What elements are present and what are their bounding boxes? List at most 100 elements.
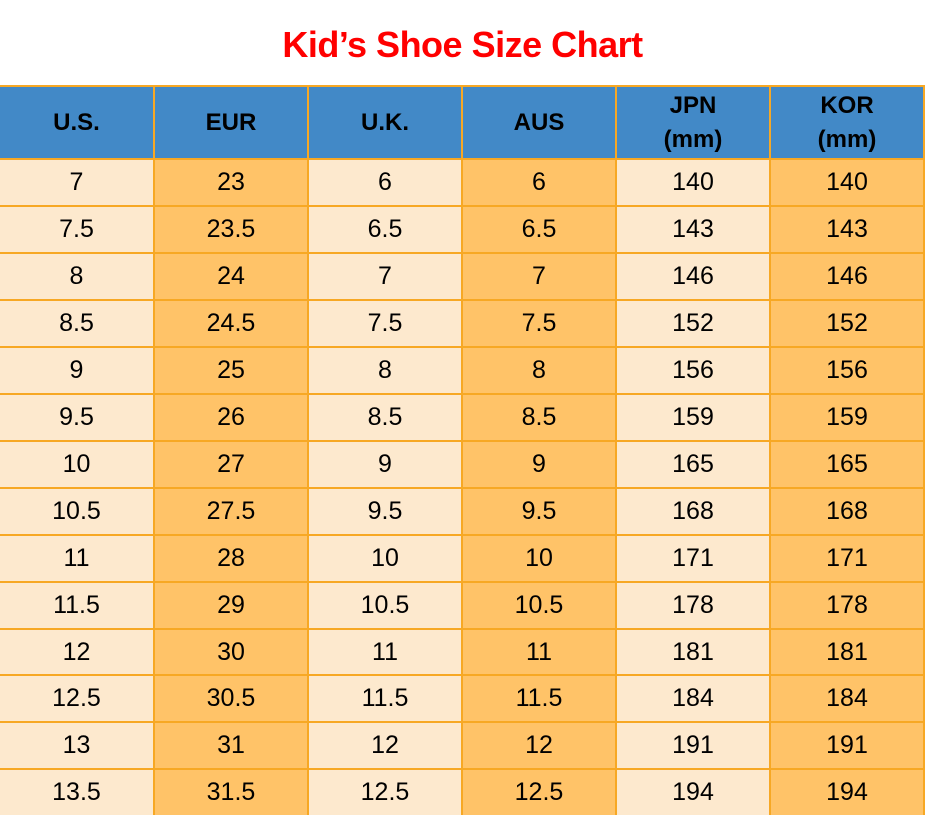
table-cell-u-s: 12.5: [0, 674, 155, 724]
table-row: 7 23 6 6 140 140: [0, 158, 925, 207]
table-body: 7 23 6 6 140 140 7.5 23.5 6.5 6.5 143 143 8 24 7 7 146 14…: [0, 158, 925, 815]
table-cell-kor-mm: 165: [769, 439, 925, 489]
table-cell-jpn-mm: 165: [615, 439, 771, 489]
table-cell-u-k: 10.5: [307, 580, 463, 630]
table-cell-kor-mm: 156: [769, 345, 925, 395]
table-cell-eur: 31.5: [153, 768, 309, 815]
table-row: 7.5 23.5 6.5 6.5 143 143: [0, 204, 925, 254]
shoe-size-table: U.S. EUR U.K. AUS JPN (mm) KOR (mm) 7 23 6 6 140 1…: [0, 85, 925, 815]
table-cell-u-k: 7.5: [307, 298, 463, 348]
table-cell-jpn-mm: 146: [615, 251, 771, 301]
table-cell-kor-mm: 184: [769, 674, 925, 724]
page-title: Kid’s Shoe Size Chart: [282, 23, 643, 65]
table-cell-aus: 10.5: [461, 580, 617, 630]
table-cell-aus: 9.5: [461, 486, 617, 536]
table-cell-eur: 29: [153, 580, 309, 630]
table-cell-eur: 28: [153, 533, 309, 583]
table-cell-u-s: 10.5: [0, 486, 155, 536]
table-cell-eur: 31: [153, 721, 309, 771]
table-cell-aus: 10: [461, 533, 617, 583]
table-cell-kor-mm: 152: [769, 298, 925, 348]
table-cell-eur: 23: [153, 158, 309, 207]
table-cell-u-k: 11.5: [307, 674, 463, 724]
table-header: U.S. EUR U.K. AUS JPN (mm) KOR (mm): [0, 85, 925, 160]
table-row: 9 25 8 8 156 156: [0, 345, 925, 395]
table-cell-u-s: 13.5: [0, 768, 155, 815]
header-row: U.S. EUR U.K. AUS JPN (mm) KOR (mm): [0, 85, 925, 160]
table-cell-u-k: 7: [307, 251, 463, 301]
table-cell-jpn-mm: 178: [615, 580, 771, 630]
table-cell-u-s: 9.5: [0, 392, 155, 442]
table-row: 13 31 12 12 191 191: [0, 721, 925, 771]
table-cell-u-s: 8: [0, 251, 155, 301]
column-header-u-s: U.S.: [0, 85, 155, 160]
table-cell-aus: 11: [461, 627, 617, 677]
table-cell-kor-mm: 171: [769, 533, 925, 583]
table-cell-aus: 6: [461, 158, 617, 207]
table-cell-kor-mm: 159: [769, 392, 925, 442]
table-cell-kor-mm: 146: [769, 251, 925, 301]
table-cell-u-s: 12: [0, 627, 155, 677]
table-cell-u-s: 7: [0, 158, 155, 207]
table-cell-aus: 12: [461, 721, 617, 771]
table-row: 12 30 11 11 181 181: [0, 627, 925, 677]
table-cell-u-k: 8: [307, 345, 463, 395]
table-cell-eur: 26: [153, 392, 309, 442]
table-cell-u-s: 11.5: [0, 580, 155, 630]
table-cell-aus: 11.5: [461, 674, 617, 724]
table-cell-eur: 27.5: [153, 486, 309, 536]
table-cell-u-s: 10: [0, 439, 155, 489]
table-cell-u-k: 12.5: [307, 768, 463, 815]
table-cell-u-s: 13: [0, 721, 155, 771]
column-header-aus: AUS: [461, 85, 617, 160]
table-cell-kor-mm: 194: [769, 768, 925, 815]
table-cell-kor-mm: 143: [769, 204, 925, 254]
table-cell-u-s: 7.5: [0, 204, 155, 254]
table-cell-aus: 8.5: [461, 392, 617, 442]
table-cell-jpn-mm: 194: [615, 768, 771, 815]
table-cell-eur: 23.5: [153, 204, 309, 254]
column-header-jpn-mm: JPN (mm): [615, 85, 771, 160]
table-cell-u-k: 9: [307, 439, 463, 489]
table-cell-jpn-mm: 140: [615, 158, 771, 207]
table-row: 13.5 31.5 12.5 12.5 194 194: [0, 768, 925, 815]
table-cell-u-s: 9: [0, 345, 155, 395]
column-header-u-k: U.K.: [307, 85, 463, 160]
table-cell-eur: 27: [153, 439, 309, 489]
table-cell-aus: 12.5: [461, 768, 617, 815]
table-cell-aus: 7.5: [461, 298, 617, 348]
table-cell-kor-mm: 181: [769, 627, 925, 677]
title-bar: Kid’s Shoe Size Chart: [0, 0, 925, 85]
table-cell-kor-mm: 168: [769, 486, 925, 536]
table-cell-u-k: 8.5: [307, 392, 463, 442]
table-cell-u-k: 10: [307, 533, 463, 583]
table-cell-jpn-mm: 159: [615, 392, 771, 442]
table-cell-u-s: 11: [0, 533, 155, 583]
table-cell-jpn-mm: 156: [615, 345, 771, 395]
table-cell-jpn-mm: 181: [615, 627, 771, 677]
table-row: 12.5 30.5 11.5 11.5 184 184: [0, 674, 925, 724]
table-cell-eur: 30.5: [153, 674, 309, 724]
table-cell-aus: 8: [461, 345, 617, 395]
table-cell-aus: 9: [461, 439, 617, 489]
table-row: 9.5 26 8.5 8.5 159 159: [0, 392, 925, 442]
table-cell-eur: 30: [153, 627, 309, 677]
table-row: 10 27 9 9 165 165: [0, 439, 925, 489]
table-cell-kor-mm: 178: [769, 580, 925, 630]
table-cell-jpn-mm: 168: [615, 486, 771, 536]
table-cell-eur: 24.5: [153, 298, 309, 348]
table-row: 11 28 10 10 171 171: [0, 533, 925, 583]
table-cell-u-k: 9.5: [307, 486, 463, 536]
table-cell-jpn-mm: 184: [615, 674, 771, 724]
column-header-eur: EUR: [153, 85, 309, 160]
table-row: 8.5 24.5 7.5 7.5 152 152: [0, 298, 925, 348]
table-cell-kor-mm: 191: [769, 721, 925, 771]
column-header-kor-mm: KOR (mm): [769, 85, 925, 160]
table-cell-u-k: 11: [307, 627, 463, 677]
table-cell-jpn-mm: 191: [615, 721, 771, 771]
table-row: 11.5 29 10.5 10.5 178 178: [0, 580, 925, 630]
table-cell-jpn-mm: 143: [615, 204, 771, 254]
table-cell-aus: 7: [461, 251, 617, 301]
table-cell-u-k: 6: [307, 158, 463, 207]
